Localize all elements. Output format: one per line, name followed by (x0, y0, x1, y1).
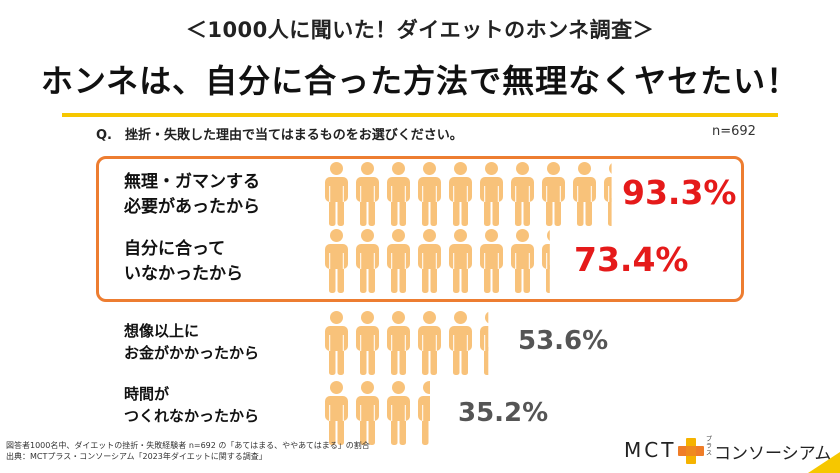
person-icon (542, 230, 550, 293)
person-icon (356, 162, 379, 226)
footnote: 図答者1000名中、ダイエットの挫折・失敗経験者 n=692 の「あてはまる、や… (6, 441, 370, 461)
person-icon (418, 162, 441, 226)
person-icon (325, 381, 348, 445)
person-icon (356, 381, 379, 445)
person-icon (418, 311, 441, 375)
person-icon (387, 311, 410, 375)
person-icon (325, 229, 348, 293)
logo-mct-text: MCT (624, 438, 677, 462)
person-icon (387, 162, 410, 226)
person-icon (418, 229, 441, 293)
person-icon (356, 229, 379, 293)
value-label-2: 73.4% (574, 240, 689, 279)
person-icon (418, 381, 430, 445)
title-underline (62, 113, 778, 117)
highlight-frame (96, 156, 744, 302)
person-icon (511, 229, 534, 293)
person-icon (542, 162, 565, 226)
value-label-1: 93.3% (622, 173, 737, 212)
person-icon (325, 311, 348, 375)
person-icon (480, 311, 489, 375)
value-label-3: 53.6% (518, 326, 609, 356)
person-icon (449, 311, 472, 375)
person-icon (573, 162, 596, 226)
person-icon (387, 229, 410, 293)
person-icon (511, 162, 534, 226)
person-icon (387, 381, 410, 445)
reason-label-3: 想像以上に お金がかかったから (124, 322, 260, 362)
logo-plus-text: プラス (706, 436, 713, 457)
person-icon (480, 162, 503, 226)
person-icon (604, 163, 612, 226)
person-icon (356, 311, 379, 375)
logo-consortium-text: コンソーシアム (714, 444, 832, 464)
plus-icon (678, 438, 704, 464)
person-icon (480, 229, 503, 293)
reason-label-2: 自分に合って いなかったから (124, 239, 243, 284)
reason-label-4: 時間が つくれなかったから (124, 385, 260, 425)
person-icon (449, 162, 472, 226)
page-title: ホンネは、自分に合った方法で無理なくヤセたい！ (40, 62, 800, 100)
person-icon (449, 229, 472, 293)
value-label-4: 35.2% (458, 398, 549, 428)
person-icon (325, 162, 348, 226)
reason-label-1: 無理・ガマンする 必要があったから (124, 172, 260, 217)
corner-triangle (808, 452, 840, 473)
page-subtitle: ＜1000人に聞いた！ダイエットのホンネ調査＞ (185, 18, 655, 42)
survey-question: Q. 挫折・失敗した理由で当てはまるものをお選びください。 (96, 128, 463, 143)
sample-size: n=692 (712, 124, 756, 139)
